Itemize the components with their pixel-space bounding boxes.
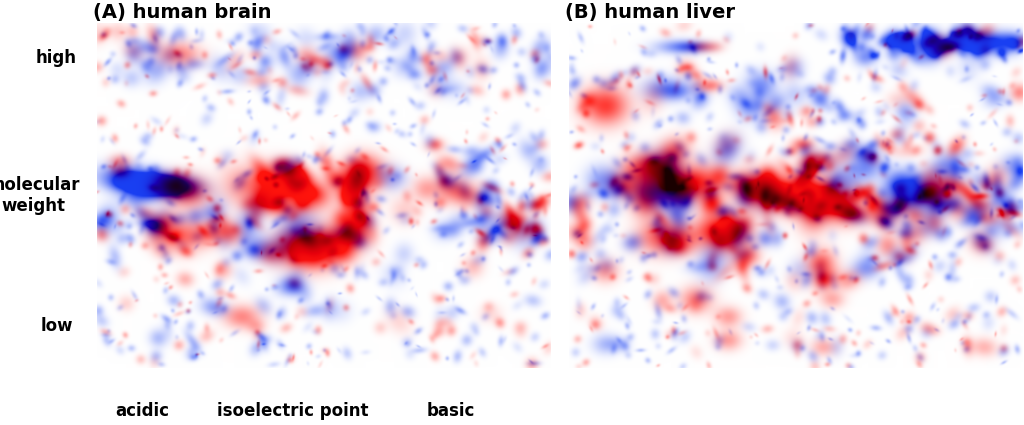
Text: basic: basic xyxy=(427,402,475,420)
Text: (B) human liver: (B) human liver xyxy=(564,3,734,22)
Text: isoelectric point: isoelectric point xyxy=(217,402,369,420)
Text: low: low xyxy=(40,317,73,335)
Text: acidic: acidic xyxy=(116,402,170,420)
Text: high: high xyxy=(36,49,77,67)
Text: molecular
weight: molecular weight xyxy=(0,176,80,215)
Text: (A) human brain: (A) human brain xyxy=(93,3,271,22)
